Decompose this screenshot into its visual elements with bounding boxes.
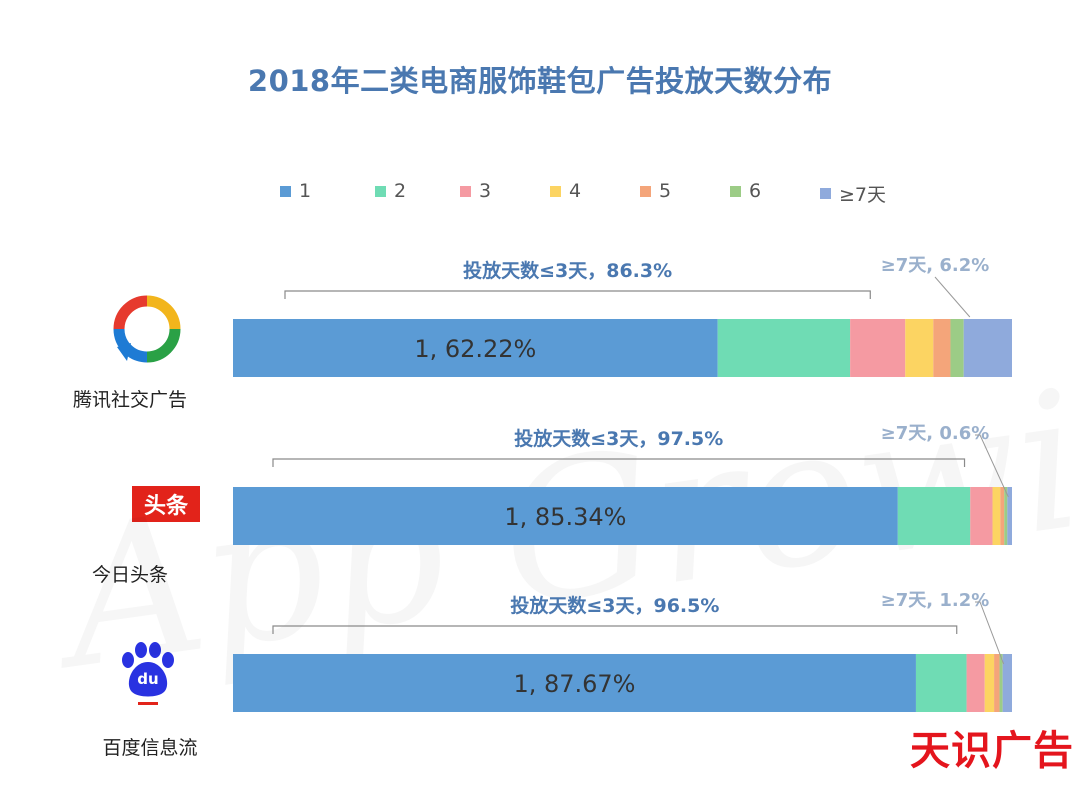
row-name-tencent: 腾讯社交广告	[72, 389, 187, 411]
bar-segment	[1004, 487, 1008, 545]
legend-swatch	[820, 188, 831, 199]
leader-line	[975, 601, 1005, 665]
baidu-logo: du	[40, 640, 240, 750]
legend-label: 3	[479, 180, 492, 202]
bar-segment	[233, 319, 718, 377]
bar-segment	[994, 654, 1000, 712]
bracket-label: 投放天数≤3天，97.5%	[514, 427, 723, 450]
baidu-logo-text: du	[137, 670, 159, 688]
bar-segment	[963, 319, 1012, 377]
chart-legend: 1 2 3 4 5 6 ≥7天	[280, 180, 900, 206]
bracket-line	[284, 290, 871, 299]
bar-segment	[850, 319, 906, 377]
legend-label: 2	[394, 180, 407, 202]
bar-segment	[1002, 654, 1012, 712]
legend-swatch	[730, 185, 741, 197]
legend-label: ≥7天	[839, 184, 887, 206]
data-label: 1, 85.34%	[504, 503, 626, 531]
toutiao-logo-icon	[132, 486, 200, 522]
legend-item: 5	[640, 180, 671, 202]
bar-segment	[233, 654, 916, 712]
row-name-toutiao: 今日头条	[91, 564, 168, 586]
legend-label: 6	[749, 180, 762, 202]
bar-segment	[717, 319, 851, 377]
toutiao-logo-text: 头条	[143, 494, 188, 519]
bracket-label: 投放天数≤3天，96.5%	[510, 594, 719, 617]
legend-item: 6	[730, 180, 761, 202]
bar-segment	[992, 487, 1001, 545]
row-name-baidu: 百度信息流	[102, 737, 198, 759]
bar-segment	[999, 654, 1003, 712]
bar-segment	[966, 654, 985, 712]
bar-segment	[970, 487, 993, 545]
bar-segment	[233, 487, 898, 545]
leader-line	[975, 434, 1009, 498]
baidu-paw-icon	[122, 642, 174, 705]
legend-item: 3	[460, 180, 491, 202]
chart-title: 2018年二类电商服饰鞋包广告投放天数分布	[247, 64, 833, 98]
bracket-line	[272, 625, 958, 634]
ge7-label: ≥7天, 1.2%	[881, 590, 990, 611]
bar-segment	[905, 319, 934, 377]
leader-line	[934, 276, 971, 318]
bar-segment	[897, 487, 971, 545]
data-label: 1, 62.22%	[414, 335, 536, 363]
ge7-label: ≥7天, 6.2%	[881, 255, 990, 276]
legend-label: 5	[659, 180, 672, 202]
bar-segment	[1007, 487, 1012, 545]
bar-segment	[984, 654, 995, 712]
legend-item: 1	[280, 180, 311, 202]
legend-swatch	[460, 185, 471, 197]
legend-label: 4	[569, 180, 582, 202]
legend-item: 2	[375, 180, 406, 202]
legend-swatch	[375, 185, 386, 197]
brand-watermark: 天识广告	[910, 728, 1074, 774]
legend-label: 1	[299, 180, 312, 202]
legend-item: 4	[550, 180, 581, 202]
tencent-social-ads-logo	[40, 295, 240, 405]
toutiao-logo: 头条	[40, 478, 240, 588]
legend-item: ≥7天	[820, 180, 886, 207]
data-label: 1, 87.67%	[513, 670, 635, 698]
bar-segment	[950, 319, 964, 377]
bar-segment	[1000, 487, 1005, 545]
legend-swatch	[550, 185, 561, 197]
ge7-label: ≥7天, 0.6%	[881, 423, 990, 444]
legend-swatch	[640, 185, 651, 197]
bar-segment	[933, 319, 951, 377]
tencent-logo-icon	[113, 295, 181, 363]
bar-segment	[915, 654, 967, 712]
bracket-line	[272, 458, 966, 467]
legend-swatch	[280, 185, 291, 197]
bracket-label: 投放天数≤3天，86.3%	[463, 259, 672, 282]
